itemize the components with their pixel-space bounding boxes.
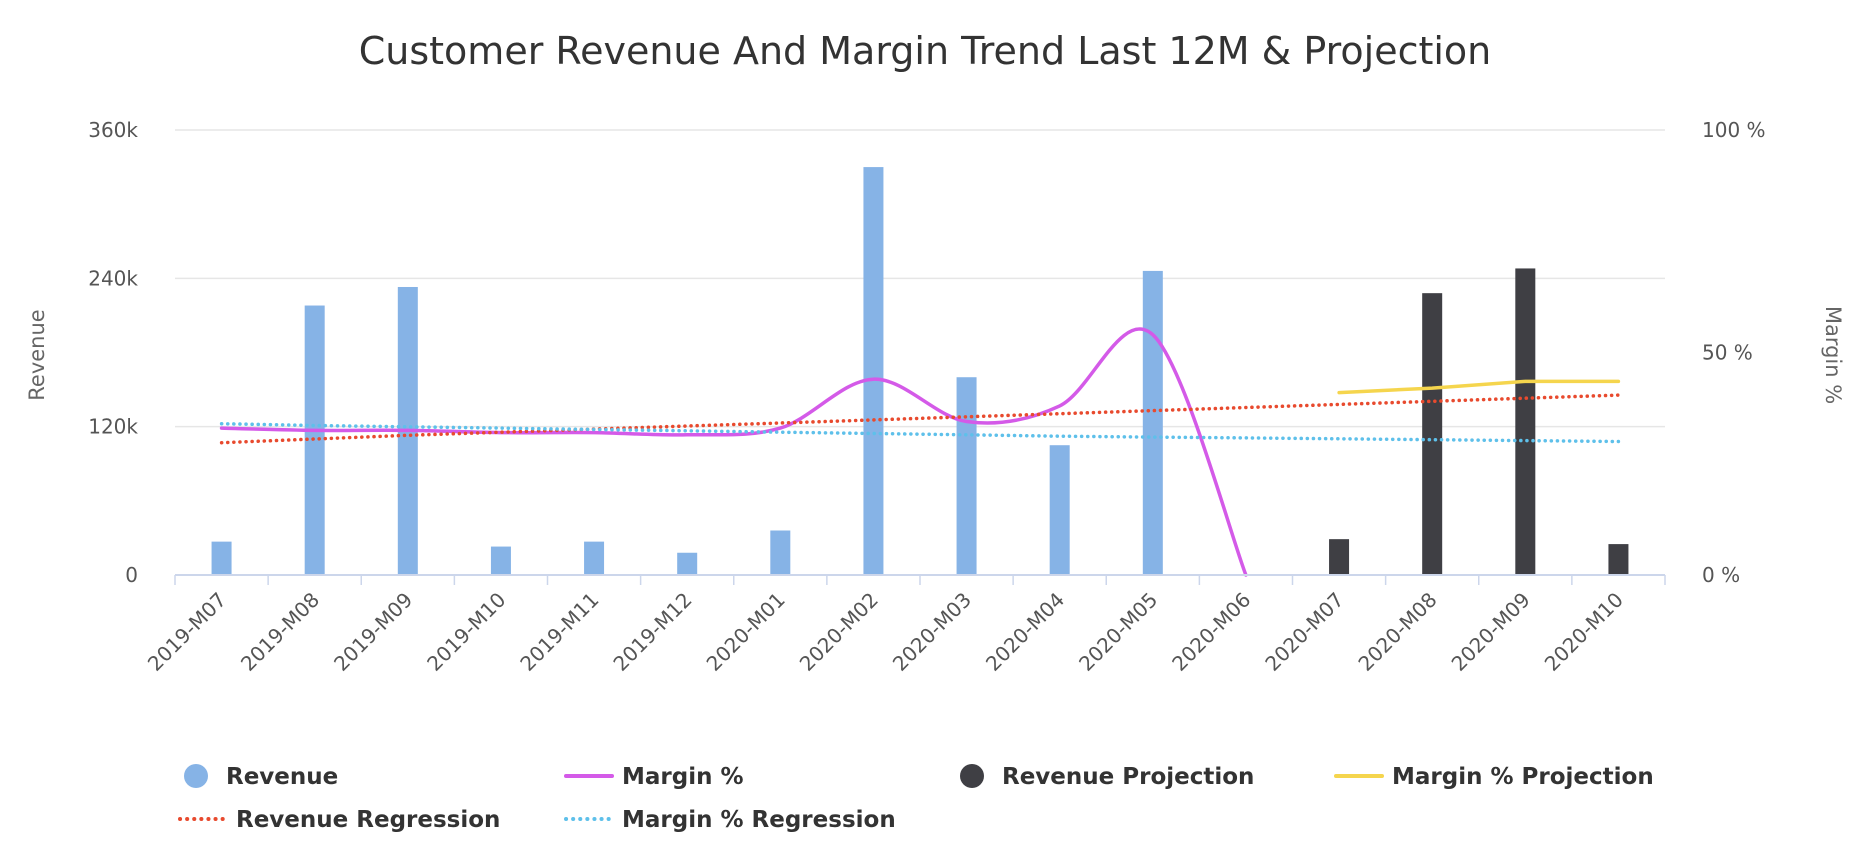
chart-title: Customer Revenue And Margin Trend Last 1… bbox=[359, 29, 1492, 73]
y-left-tick-label: 0 bbox=[125, 563, 138, 587]
legend-label: Margin % Projection bbox=[1392, 764, 1654, 790]
line-revenue-regression[interactable] bbox=[219, 393, 1621, 445]
y-left-tick-label: 240k bbox=[88, 266, 138, 290]
bar-revenue-projection[interactable] bbox=[1515, 268, 1536, 575]
x-tick-label: 2020-M07 bbox=[1260, 588, 1348, 676]
legend-symbol bbox=[960, 764, 984, 788]
line-margin-regression[interactable] bbox=[219, 421, 1621, 444]
y-left-tick-label: 360k bbox=[88, 118, 138, 142]
bar-marks bbox=[211, 167, 1629, 576]
x-tick-label: 2020-M03 bbox=[888, 588, 976, 676]
legend-item-revenue-projection[interactable]: Revenue Projection bbox=[960, 764, 1254, 790]
bar-revenue[interactable] bbox=[770, 530, 791, 576]
bar-revenue[interactable] bbox=[490, 546, 511, 575]
y-axis-left-title: Revenue bbox=[25, 309, 49, 400]
legend-label: Margin % bbox=[622, 764, 744, 790]
bar-revenue[interactable] bbox=[1142, 270, 1163, 575]
x-tick-label: 2019-M09 bbox=[329, 588, 417, 676]
x-tick-label: 2020-M01 bbox=[702, 588, 790, 676]
y-right-tick-label: 0 % bbox=[1702, 563, 1740, 587]
bar-revenue[interactable] bbox=[211, 541, 232, 575]
y-right-tick-label: 50 % bbox=[1702, 341, 1753, 365]
y-right-tick-label: 100 % bbox=[1702, 118, 1766, 142]
legend-item-revenue[interactable]: Revenue bbox=[184, 764, 338, 790]
bar-revenue-projection[interactable] bbox=[1608, 544, 1629, 575]
x-tick-label: 2019-M11 bbox=[515, 588, 603, 676]
line-margin-projection[interactable] bbox=[1337, 379, 1621, 395]
bar-revenue[interactable] bbox=[677, 552, 698, 575]
bar-revenue[interactable] bbox=[304, 305, 325, 575]
bar-revenue[interactable] bbox=[584, 541, 605, 575]
x-tick-label: 2020-M02 bbox=[795, 588, 883, 676]
legend-label: Revenue Projection bbox=[1002, 764, 1254, 790]
legend-label: Revenue bbox=[226, 764, 338, 790]
legend: Revenue Margin % Revenue Projection Margin … bbox=[178, 764, 1654, 833]
x-tick-label: 2019-M08 bbox=[236, 588, 324, 676]
bar-revenue-projection[interactable] bbox=[1329, 539, 1350, 575]
x-tick-label: 2020-M04 bbox=[981, 588, 1069, 676]
x-tick-label: 2019-M12 bbox=[608, 588, 696, 676]
x-tick-label: 2020-M08 bbox=[1353, 588, 1441, 676]
x-tick-label: 2020-M09 bbox=[1447, 588, 1535, 676]
x-tick-label: 2020-M05 bbox=[1074, 588, 1162, 676]
line-margin-[interactable] bbox=[219, 327, 1248, 577]
x-tick-label: 2019-M10 bbox=[422, 588, 510, 676]
bar-revenue[interactable] bbox=[1049, 445, 1070, 575]
line-marks bbox=[219, 327, 1621, 577]
legend-item-revenue-regression[interactable]: Revenue Regression bbox=[178, 807, 500, 833]
legend-symbol bbox=[184, 764, 208, 788]
x-tick-label: 2019-M07 bbox=[143, 588, 231, 676]
y-left-tick-label: 120k bbox=[88, 415, 138, 439]
bar-revenue-projection[interactable] bbox=[1422, 293, 1443, 575]
bar-revenue[interactable] bbox=[863, 167, 884, 576]
legend-label: Margin % Regression bbox=[622, 807, 896, 833]
y-axis-right-title: Margin % bbox=[1821, 306, 1845, 404]
bar-revenue[interactable] bbox=[956, 377, 977, 575]
x-tick-label: 2020-M10 bbox=[1540, 588, 1628, 676]
legend-item-margin-projection[interactable]: Margin % Projection bbox=[1334, 764, 1654, 790]
x-tick-label: 2020-M06 bbox=[1167, 588, 1255, 676]
legend-label: Revenue Regression bbox=[236, 807, 500, 833]
legend-item-margin-regression[interactable]: Margin % Regression bbox=[564, 807, 896, 833]
legend-item-margin-[interactable]: Margin % bbox=[564, 764, 744, 790]
